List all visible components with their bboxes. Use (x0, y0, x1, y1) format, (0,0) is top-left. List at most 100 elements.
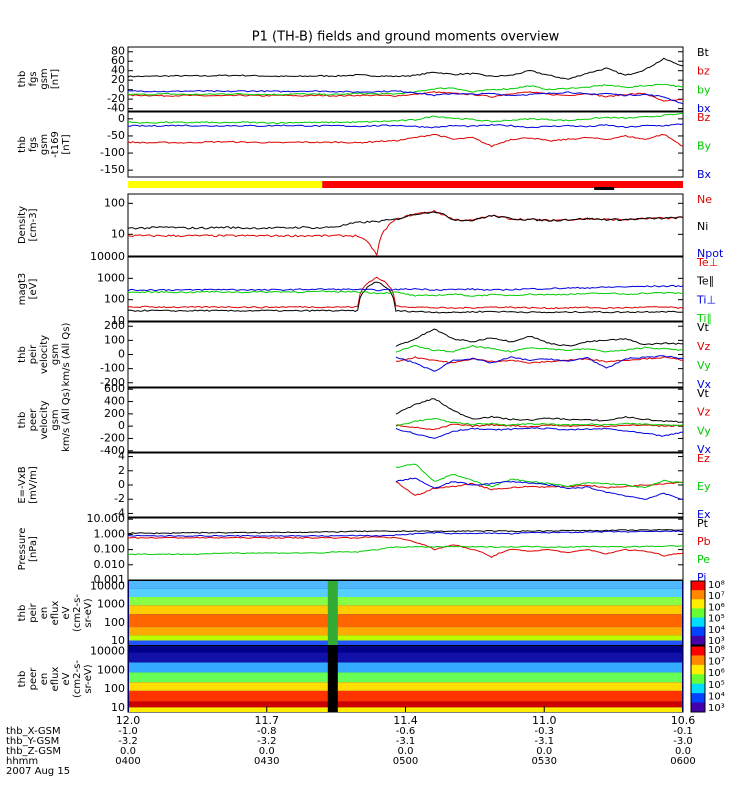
panel-ylabel: km/s (All Qs) (61, 388, 72, 452)
x-tick-label: -3.2 (257, 736, 277, 747)
spectrogram-band (129, 581, 682, 589)
y-tick-label: -200 (100, 431, 125, 444)
mode-bar-fast-survey (322, 181, 683, 188)
panel-ylabel: thb (17, 605, 28, 622)
colorbar-segment (691, 674, 705, 685)
legend-label: Te∥ (696, 275, 714, 288)
panel-ylabel: gsm (50, 344, 61, 365)
legend-label: by (697, 83, 711, 96)
spectrogram-band (129, 652, 682, 663)
x-tick-label: 0400 (115, 756, 140, 767)
colorbar-label: 10⁴ (708, 625, 725, 636)
spectrogram-band (129, 672, 682, 683)
y-tick-label: 200 (104, 319, 125, 332)
panel-ylabel: peir (28, 344, 39, 364)
series-line (127, 276, 684, 310)
spectrogram-band (129, 597, 682, 606)
legend-label: Pb (697, 535, 711, 548)
panel-ylabel: velocity (39, 400, 50, 439)
y-tick-label: 1000 (97, 598, 125, 611)
x-tick-label: 11.4 (393, 714, 418, 727)
panel-ylabel: thb (17, 671, 28, 688)
legend-label: Bx (697, 168, 712, 181)
colorbar-frame (690, 645, 706, 713)
legend-label: Ez (697, 452, 710, 465)
panel-frame (127, 193, 684, 257)
colorbar-label: 10⁵ (708, 614, 725, 625)
panel-frame (127, 517, 684, 581)
x-tick-label: 0530 (532, 756, 557, 767)
legend-label: Vx (697, 443, 712, 456)
series-line (395, 477, 684, 500)
series-line (127, 133, 684, 148)
legend-label: Vz (697, 406, 711, 419)
panel-frame (127, 387, 684, 453)
legend-label: Npot (697, 247, 724, 260)
legend-label: Ni (697, 220, 708, 233)
x-tick-label: 0500 (393, 756, 418, 767)
y-tick-label: 10 (111, 227, 125, 240)
series-line (127, 284, 684, 292)
spectrogram-band (129, 588, 682, 597)
legend-label: Ti∥ (696, 312, 712, 325)
colorbar-segment (691, 702, 705, 713)
chart-title: P1 (TH-B) fields and ground moments over… (252, 30, 560, 45)
y-tick-label: -4 (114, 506, 125, 519)
legend-label: Vx (697, 378, 712, 391)
legend-label: Vz (697, 340, 711, 353)
y-tick-label: -100 (100, 362, 125, 375)
x-axis-row-label: hhmm (6, 756, 38, 767)
colorbar-label: 10⁷ (708, 657, 725, 668)
y-tick-label: 40 (111, 64, 125, 77)
colorbar-label: 10³ (708, 636, 725, 647)
panel-ylabel: thb (17, 71, 28, 88)
mode-bar-burst (594, 187, 615, 190)
panel-ylabel: eflux (50, 601, 61, 626)
y-tick-label: 0 (118, 348, 125, 361)
y-tick-label: -40 (107, 102, 125, 115)
legend-label: Bt (697, 46, 710, 59)
mode-bar-slow-survey (128, 181, 323, 188)
y-tick-label: 0 (118, 419, 125, 432)
legend-label: Vy (697, 359, 711, 372)
panel-ylabel: thb (17, 346, 28, 363)
series-line (127, 211, 684, 230)
x-tick-label: 11.7 (255, 714, 280, 727)
y-tick-label: 10 (111, 314, 125, 327)
colorbar-label: 10⁷ (708, 591, 725, 602)
series-line (395, 463, 684, 489)
panel-ylabel: gsm (39, 134, 50, 155)
panel-frame (127, 256, 684, 322)
y-tick-label: -200 (100, 376, 125, 389)
panel-ylabel: [cm-3] (28, 208, 39, 241)
spectrogram-band (129, 662, 682, 673)
colorbar-segment (691, 693, 705, 704)
legend-label: Ey (697, 480, 711, 493)
series-line (127, 89, 684, 105)
spectrogram-band (129, 605, 682, 615)
y-tick-label: 4 (118, 450, 125, 463)
series-line (395, 427, 683, 439)
x-tick-label: -0.6 (396, 726, 416, 737)
y-tick-label: 10.000 (87, 512, 126, 525)
y-tick-label: 100 (104, 616, 125, 629)
y-tick-label: 60 (111, 54, 125, 67)
panel-ylabel: sr-eV) (83, 598, 94, 627)
y-tick-label: 1.000 (94, 527, 126, 540)
y-tick-label: 100 (104, 293, 125, 306)
panel-ylabel: Density (17, 206, 28, 244)
series-line (127, 83, 684, 96)
series-line (395, 356, 684, 364)
series-line (395, 398, 684, 423)
y-tick-label: 2 (118, 464, 125, 477)
legend-label: Ex (697, 508, 711, 521)
x-tick-label: 10.6 (671, 714, 696, 727)
colorbar-label: 10⁵ (708, 680, 725, 691)
panel-ylabel: km/s (All Qs) (61, 323, 72, 387)
legend-label: Pi (697, 571, 706, 584)
spectrogram-band (129, 682, 682, 691)
panel-ylabel: [nPa] (28, 536, 39, 562)
legend-label: By (697, 140, 712, 153)
spectrogram-band (129, 627, 682, 636)
colorbar-frame (690, 580, 706, 646)
